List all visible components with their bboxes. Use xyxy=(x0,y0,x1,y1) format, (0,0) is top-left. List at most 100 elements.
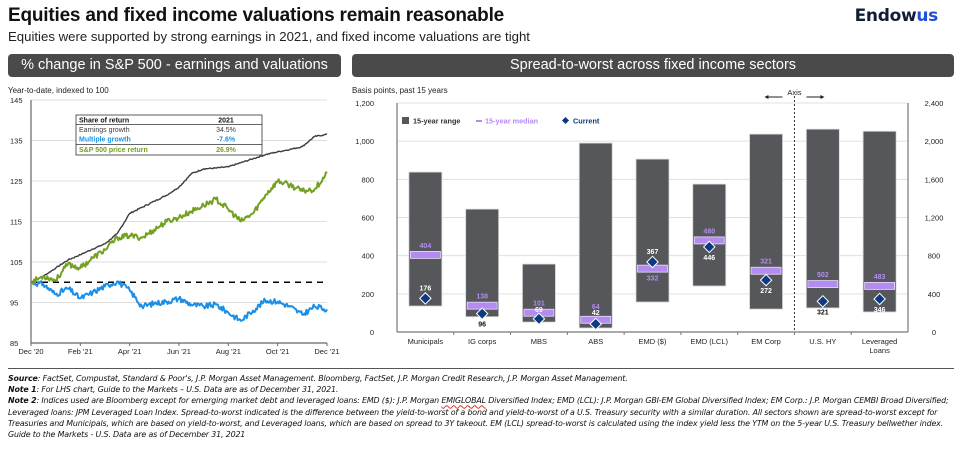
median-marker xyxy=(807,280,839,289)
y2-tick-label: 800 xyxy=(928,252,941,261)
inset-table xyxy=(75,114,263,156)
logo-accent: us xyxy=(916,6,938,26)
x-tick-label: Dec '21 xyxy=(314,347,339,356)
current-marker xyxy=(759,273,773,287)
note2-spellcheck-word: EMIGLOBAL xyxy=(441,396,486,406)
source-note: Source: FactSet, Compustat, Standard & P… xyxy=(8,373,954,384)
current-marker xyxy=(816,295,830,308)
page-title: Equities and fixed income valuations rem… xyxy=(8,5,505,26)
range-bar xyxy=(692,183,727,287)
y2-tick-label: 1,200 xyxy=(925,214,944,223)
source-label: Source xyxy=(8,374,38,383)
median-marker xyxy=(409,251,441,259)
inset-row-value: -7.6% xyxy=(217,137,236,144)
y2-tick-label: 400 xyxy=(928,290,941,299)
y2-tick-label: 2,400 xyxy=(925,99,944,108)
legend-median-swatch xyxy=(476,120,482,122)
inset-row-value: 34.5% xyxy=(216,127,236,134)
category-label: U.S. HY xyxy=(809,337,836,346)
range-bar xyxy=(635,158,670,303)
current-label: 446 xyxy=(703,255,715,262)
category-label: Leveraged xyxy=(862,337,897,346)
median-label: 332 xyxy=(647,276,659,283)
inset-header-label: Share of return xyxy=(79,118,129,125)
current-marker xyxy=(532,312,546,326)
current-label: 367 xyxy=(647,249,659,256)
y-tick-label: 125 xyxy=(10,177,23,186)
bar-group-emd-lcl-: 480 446 EMD (LCL) xyxy=(691,183,729,346)
note-1: Note 1: For LHS chart, Guide to the Mark… xyxy=(8,384,954,395)
bar-group-emd-: 332 367 EMD ($) xyxy=(635,158,670,346)
current-label: 96 xyxy=(478,322,486,329)
legend-range-swatch xyxy=(402,117,409,124)
current-label: 69 xyxy=(535,307,543,314)
median-label: 502 xyxy=(817,272,829,279)
y-tick-label: 105 xyxy=(10,258,23,267)
current-label: 321 xyxy=(817,309,829,316)
category-label: Loans xyxy=(869,346,890,355)
current-label: 176 xyxy=(420,285,432,292)
note2-text-b: Diversified Index; EMD (LCL): J.P. Morga… xyxy=(8,396,949,440)
series-line-multiple-growth xyxy=(30,280,328,322)
arrow-left-icon xyxy=(764,95,769,99)
median-label: 138 xyxy=(476,294,488,301)
legend-range-label: 15-year range xyxy=(413,117,460,126)
median-label: 483 xyxy=(874,274,886,281)
sp500-line-chart: Year-to-date, indexed to 100 85 95 105 115 1… xyxy=(8,86,340,356)
category-label: MBS xyxy=(531,337,547,346)
footnotes: Source: FactSet, Compustat, Standard & P… xyxy=(8,373,954,440)
median-label: 480 xyxy=(703,228,715,235)
current-label: 42 xyxy=(592,310,600,317)
y-tick-label: 135 xyxy=(10,137,23,146)
y-tick-label: 1,000 xyxy=(355,137,374,146)
x-tick-label: Oct '21 xyxy=(266,347,290,356)
y2-tick-label: 2,000 xyxy=(925,137,944,146)
range-bar xyxy=(578,142,613,329)
note2-text-a: : Indices used are Bloomberg except for … xyxy=(36,396,442,406)
current-marker xyxy=(646,255,659,269)
note1-text: : For LHS chart, Guide to the Markets – … xyxy=(36,385,339,395)
y-tick-label: 600 xyxy=(361,214,374,223)
arrow-right-icon xyxy=(820,95,825,99)
series-line-s-p-500-price-return xyxy=(30,171,328,285)
current-marker xyxy=(702,240,716,254)
bar-group-ig-corps: 138 96 IG corps xyxy=(465,208,500,346)
current-marker xyxy=(419,292,432,305)
legend-current-swatch xyxy=(561,116,570,125)
category-label: EMD ($) xyxy=(639,337,667,346)
footnote-divider xyxy=(8,368,954,369)
line-chart-ylabel: Year-to-date, indexed to 100 xyxy=(8,86,109,95)
range-bar xyxy=(408,171,443,307)
note2-label: Note 2 xyxy=(8,396,37,406)
category-label: Municipals xyxy=(408,337,444,346)
current-marker xyxy=(475,307,489,321)
y-tick-label: 95 xyxy=(10,299,18,308)
bar-chart-ylabel: Basis points, past 15 years xyxy=(352,86,448,95)
axis-annotation: Axis xyxy=(787,88,801,97)
y-tick-label: 0 xyxy=(370,328,374,337)
inset-header-year: 2021 xyxy=(218,118,234,125)
x-tick-label: Feb '21 xyxy=(68,347,93,356)
range-bar xyxy=(862,130,897,313)
median-label: 101 xyxy=(533,301,545,308)
y-tick-label: 85 xyxy=(10,339,18,348)
category-label: IG corps xyxy=(468,337,497,346)
current-marker xyxy=(589,317,603,331)
x-tick-label: Aug '21 xyxy=(216,347,241,356)
bar-group-u-s-hy: 502 321 U.S. HY xyxy=(805,128,840,346)
legend-median-label: 15-year median xyxy=(485,117,538,126)
bar-group-municipals: 404 176 Municipals xyxy=(408,171,444,346)
inset-row-label: Multiple growth xyxy=(79,137,131,144)
note1-label: Note 1 xyxy=(8,385,37,395)
right-panel-title: Spread-to-worst across fixed income sect… xyxy=(352,54,954,77)
note-2: Note 2: Indices used are Bloomberg excep… xyxy=(8,395,954,440)
spread-bar-chart: Basis points, past 15 years 0 0 200 400 400 8… xyxy=(352,86,944,355)
inset-row-label: Earnings growth xyxy=(79,127,130,134)
y-tick-label: 400 xyxy=(361,252,374,261)
median-label: 64 xyxy=(592,304,600,311)
y-tick-label: 145 xyxy=(10,96,23,105)
category-label: EMD (LCL) xyxy=(691,337,729,346)
series-line-earnings-growth xyxy=(30,133,328,283)
